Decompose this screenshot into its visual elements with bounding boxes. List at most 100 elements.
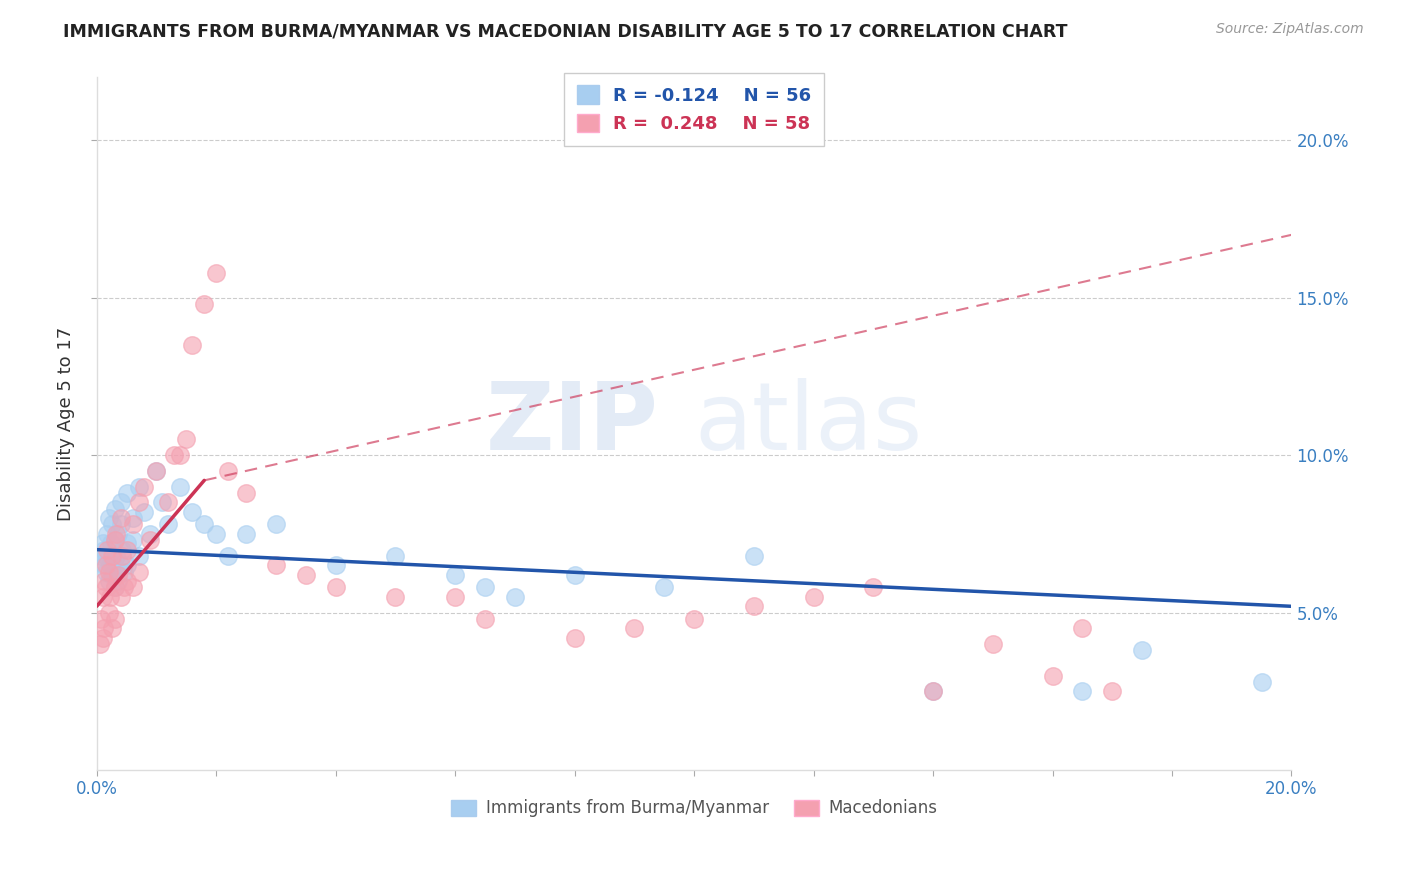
Point bbox=[325, 558, 347, 573]
Point bbox=[742, 599, 765, 614]
Point bbox=[115, 542, 138, 557]
Point bbox=[111, 542, 134, 557]
Point bbox=[110, 517, 132, 532]
Point bbox=[93, 542, 115, 557]
Point bbox=[91, 631, 114, 645]
Point bbox=[110, 495, 132, 509]
Point bbox=[93, 558, 115, 573]
Point bbox=[94, 565, 117, 579]
Text: IMMIGRANTS FROM BURMA/MYANMAR VS MACEDONIAN DISABILITY AGE 5 TO 17 CORRELATION C: IMMIGRANTS FROM BURMA/MYANMAR VS MACEDON… bbox=[63, 22, 1067, 40]
Point bbox=[96, 527, 118, 541]
Point bbox=[107, 574, 129, 588]
Point bbox=[384, 590, 406, 604]
Point bbox=[193, 297, 215, 311]
Point bbox=[104, 533, 127, 548]
Point bbox=[93, 574, 115, 588]
Point bbox=[128, 565, 150, 579]
Point bbox=[474, 612, 496, 626]
Text: ZIP: ZIP bbox=[485, 377, 658, 470]
Point bbox=[1071, 684, 1094, 698]
Point bbox=[152, 495, 174, 509]
Point bbox=[104, 549, 127, 563]
Point bbox=[474, 581, 496, 595]
Point bbox=[181, 338, 204, 352]
Point bbox=[97, 565, 120, 579]
Point bbox=[444, 567, 467, 582]
Point bbox=[110, 558, 132, 573]
Point bbox=[100, 517, 122, 532]
Point bbox=[90, 612, 112, 626]
Point bbox=[205, 527, 228, 541]
Point bbox=[128, 495, 150, 509]
Point bbox=[107, 567, 129, 582]
Point bbox=[169, 480, 191, 494]
Point bbox=[193, 517, 215, 532]
Point bbox=[104, 527, 127, 541]
Point bbox=[97, 574, 120, 588]
Point bbox=[139, 533, 162, 548]
Point bbox=[217, 464, 239, 478]
Point bbox=[97, 511, 120, 525]
Point bbox=[922, 684, 945, 698]
Point bbox=[1250, 674, 1272, 689]
Point bbox=[115, 536, 138, 550]
Point bbox=[110, 511, 132, 525]
Point bbox=[134, 480, 156, 494]
Point bbox=[112, 581, 135, 595]
Point bbox=[98, 590, 121, 604]
Point bbox=[235, 527, 257, 541]
Point bbox=[803, 590, 825, 604]
Point bbox=[91, 590, 114, 604]
Point bbox=[103, 549, 125, 563]
Point bbox=[98, 558, 121, 573]
Point bbox=[111, 549, 134, 563]
Text: atlas: atlas bbox=[695, 377, 922, 470]
Point bbox=[444, 590, 467, 604]
Point bbox=[205, 266, 228, 280]
Text: Source: ZipAtlas.com: Source: ZipAtlas.com bbox=[1216, 22, 1364, 37]
Y-axis label: Disability Age 5 to 17: Disability Age 5 to 17 bbox=[58, 326, 75, 521]
Point bbox=[564, 631, 586, 645]
Point bbox=[96, 549, 118, 563]
Point bbox=[1101, 684, 1123, 698]
Point bbox=[157, 517, 180, 532]
Point bbox=[89, 637, 111, 651]
Point bbox=[128, 549, 150, 563]
Point bbox=[1071, 621, 1094, 635]
Point bbox=[145, 464, 167, 478]
Point bbox=[121, 511, 143, 525]
Point bbox=[96, 581, 118, 595]
Point bbox=[325, 581, 347, 595]
Point bbox=[121, 517, 143, 532]
Point bbox=[93, 621, 115, 635]
Point bbox=[217, 549, 239, 563]
Point bbox=[100, 536, 122, 550]
Point bbox=[1042, 668, 1064, 682]
Point bbox=[862, 581, 884, 595]
Point bbox=[294, 567, 316, 582]
Point bbox=[110, 590, 132, 604]
Point bbox=[97, 606, 120, 620]
Point bbox=[121, 581, 143, 595]
Point bbox=[981, 637, 1004, 651]
Point bbox=[104, 581, 127, 595]
Point bbox=[100, 549, 122, 563]
Point bbox=[128, 480, 150, 494]
Point bbox=[104, 612, 127, 626]
Point bbox=[100, 567, 122, 582]
Point bbox=[112, 565, 135, 579]
Legend: Immigrants from Burma/Myanmar, Macedonians: Immigrants from Burma/Myanmar, Macedonia… bbox=[444, 793, 945, 824]
Point bbox=[264, 517, 287, 532]
Point bbox=[384, 549, 406, 563]
Point bbox=[104, 581, 127, 595]
Point bbox=[1130, 643, 1153, 657]
Point bbox=[115, 574, 138, 588]
Point bbox=[683, 612, 706, 626]
Point bbox=[235, 486, 257, 500]
Point bbox=[115, 558, 138, 573]
Point bbox=[94, 558, 117, 573]
Point bbox=[922, 684, 945, 698]
Point bbox=[100, 621, 122, 635]
Point bbox=[107, 527, 129, 541]
Point bbox=[91, 536, 114, 550]
